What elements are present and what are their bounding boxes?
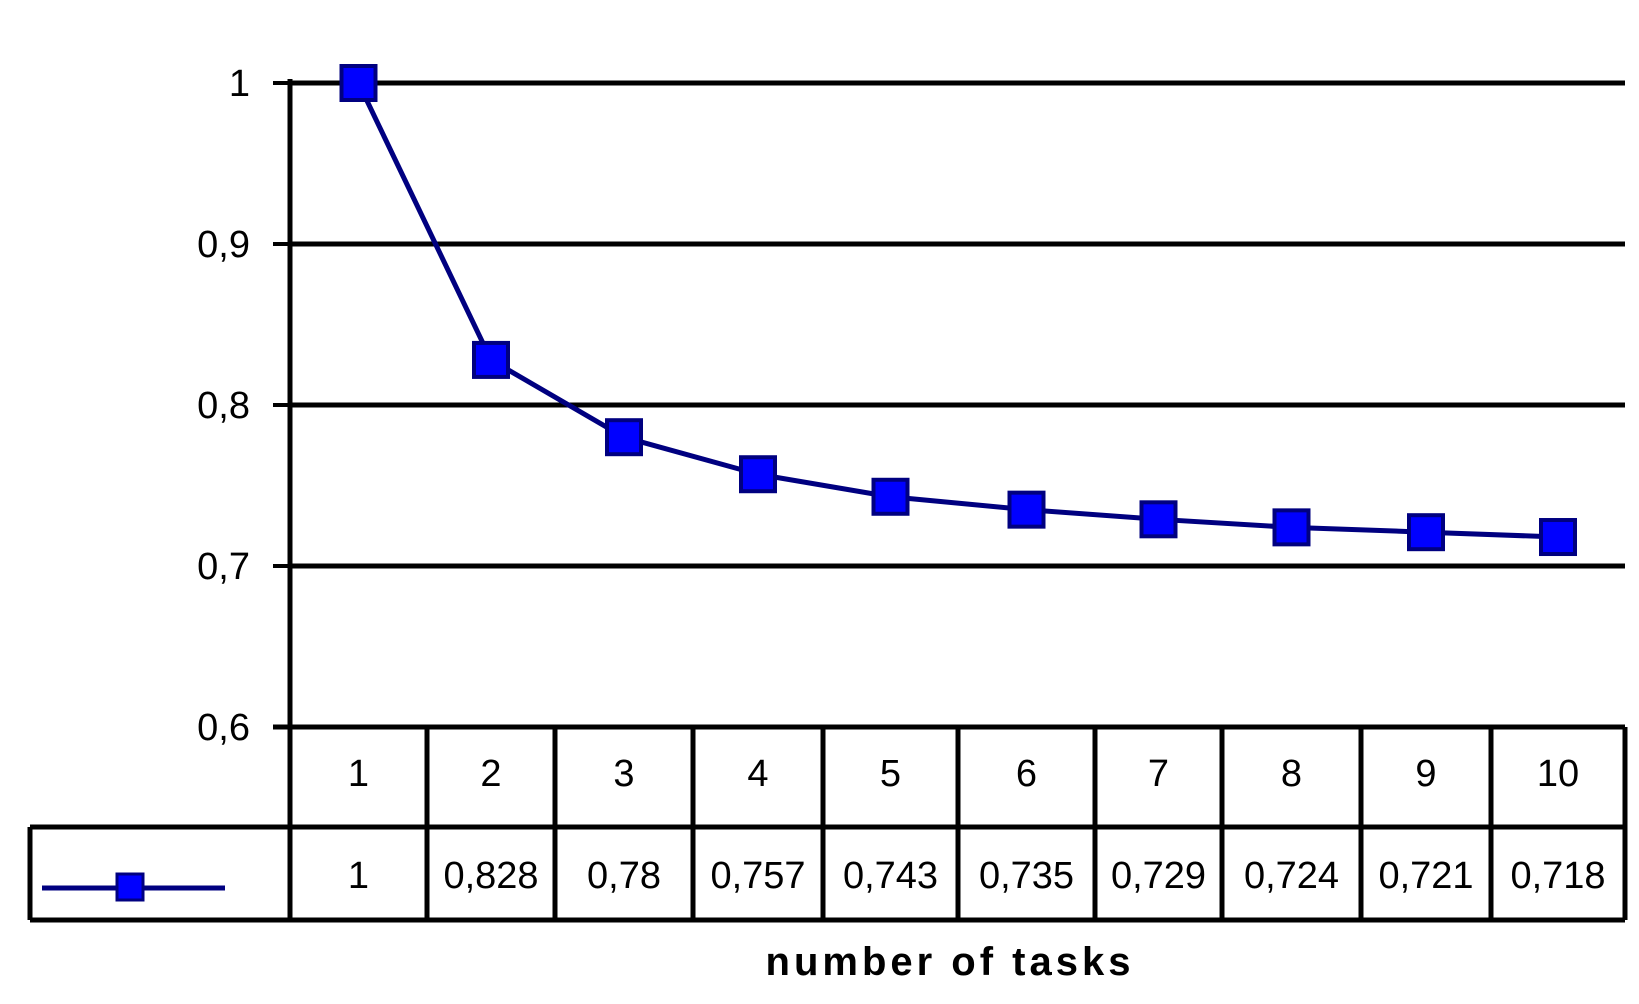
data-point: [1539, 518, 1577, 557]
gridlines: [290, 80, 1625, 569]
x-tick-label: 9: [1415, 753, 1436, 795]
data-point: [339, 64, 378, 102]
axes: [273, 79, 293, 920]
y-tick-label: 0,7: [197, 546, 250, 588]
x-tick-label: 5: [880, 753, 901, 795]
x-axis-label: number of tasks: [766, 940, 1135, 984]
data-table: [27, 724, 1628, 923]
x-tick-label: 2: [480, 753, 501, 795]
x-tick-label: 4: [747, 753, 768, 795]
series-layer: [339, 64, 1577, 557]
table-value-cell: 0,743: [843, 855, 938, 897]
table-value-cell: 0,718: [1510, 855, 1605, 897]
data-point: [1272, 508, 1311, 547]
table-value-cell: 1: [348, 855, 369, 897]
table-value-cell: 0,724: [1244, 855, 1339, 897]
table-value-cell: 0,828: [443, 855, 538, 897]
table-value-cell: 0,757: [710, 855, 805, 897]
x-tick-label: 1: [348, 753, 369, 795]
x-tick-label: 7: [1148, 753, 1169, 795]
data-point: [1007, 490, 1046, 529]
data-point: [739, 455, 777, 494]
data-point: [472, 340, 510, 379]
table-value-cell: 0,78: [587, 855, 661, 897]
series-line: [356, 81, 1559, 540]
y-tick-label: 0,8: [197, 385, 250, 427]
y-tick-label: 0,6: [197, 707, 250, 749]
table-value-cell: 0,735: [979, 855, 1074, 897]
table-value-cell: 0,721: [1378, 855, 1473, 897]
x-tick-label: 10: [1537, 753, 1579, 795]
data-point: [1407, 513, 1445, 552]
x-tick-label: 6: [1016, 753, 1037, 795]
data-point: [1139, 500, 1178, 539]
table-value-cell: 0,729: [1111, 855, 1206, 897]
labels: 1 0,9 0,8 0,7 0,6 1 2 3 4 5 6 7 8 9 10 1 0,828 0,78 0,757 0…: [197, 63, 1605, 897]
legend-marker: [115, 872, 145, 902]
x-tick-label: 3: [613, 753, 634, 795]
x-tick-label: 8: [1281, 753, 1302, 795]
y-tick-label: 1: [229, 63, 250, 105]
data-point: [871, 477, 910, 516]
y-tick-label: 0,9: [197, 224, 250, 266]
data-point: [605, 418, 643, 457]
